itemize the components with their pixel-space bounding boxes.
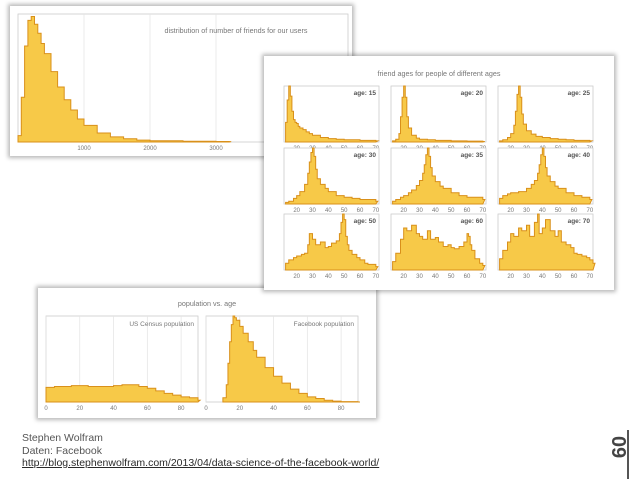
ages-2-area bbox=[499, 85, 594, 143]
ages-7-tick-1: 30 bbox=[416, 274, 423, 280]
ages-1-area bbox=[392, 85, 485, 143]
ages-3-tick-5: 70 bbox=[372, 208, 379, 214]
ages-8-tick-3: 50 bbox=[555, 274, 562, 280]
population-1-tick-0: 0 bbox=[204, 406, 208, 412]
ages-5-tick-3: 50 bbox=[555, 208, 562, 214]
friends-tick-1: 2000 bbox=[143, 146, 157, 152]
ages-5-tick-4: 60 bbox=[571, 208, 578, 214]
population-0-area bbox=[45, 384, 202, 403]
ages-4-tick-5: 70 bbox=[479, 208, 486, 214]
ages-label-1: age: 20 bbox=[461, 90, 484, 97]
ages-6-tick-4: 60 bbox=[357, 274, 364, 280]
credit-link[interactable]: http://blog.stephenwolfram.com/2013/04/d… bbox=[22, 457, 380, 469]
ages-4-tick-0: 20 bbox=[400, 208, 407, 214]
credit-source: Daten: Facebook bbox=[22, 444, 102, 457]
credits: Stephen Wolfram Daten: Facebook http://b… bbox=[22, 432, 379, 470]
population-1-tick-2: 40 bbox=[270, 406, 277, 412]
population-label-0: US Census population bbox=[129, 321, 194, 328]
page-number-bar bbox=[627, 430, 629, 479]
ages-6-area bbox=[285, 213, 379, 271]
population-1-tick-4: 80 bbox=[338, 406, 345, 412]
ages-title: friend ages for people of different ages bbox=[378, 69, 501, 78]
ages-0-area bbox=[285, 85, 380, 143]
ages-5-tick-5: 70 bbox=[586, 208, 593, 214]
ages-7-tick-2: 40 bbox=[432, 274, 439, 280]
population-label-1: Facebook population bbox=[294, 321, 355, 328]
population-0-tick-4: 80 bbox=[178, 406, 185, 412]
friends-area bbox=[17, 16, 232, 143]
ages-7-tick-5: 70 bbox=[479, 274, 486, 280]
ages-6-tick-0: 20 bbox=[293, 274, 300, 280]
ages-3-tick-4: 60 bbox=[357, 208, 364, 214]
ages-label-8: age: 70 bbox=[568, 218, 591, 225]
ages-3-tick-1: 30 bbox=[309, 208, 316, 214]
ages-3-tick-0: 20 bbox=[293, 208, 300, 214]
population-1-tick-3: 60 bbox=[304, 406, 311, 412]
population-0-tick-0: 0 bbox=[44, 406, 48, 412]
ages-8-tick-5: 70 bbox=[586, 274, 593, 280]
ages-7-area bbox=[392, 224, 486, 271]
population-1-area bbox=[222, 315, 360, 403]
friend-ages-chart: friend ages for people of different ages… bbox=[283, 69, 596, 280]
ages-label-2: age: 25 bbox=[568, 90, 591, 97]
ages-4-tick-2: 40 bbox=[432, 208, 439, 214]
ages-5-tick-1: 30 bbox=[523, 208, 530, 214]
population-1-tick-1: 20 bbox=[236, 406, 243, 412]
ages-7-tick-0: 20 bbox=[400, 274, 407, 280]
friends-tick-2: 3000 bbox=[209, 146, 223, 152]
ages-6-tick-2: 40 bbox=[325, 274, 332, 280]
friends-title: distribution of number of friends for ou… bbox=[164, 26, 307, 35]
population-0-tick-2: 40 bbox=[110, 406, 117, 412]
ages-label-4: age: 35 bbox=[461, 152, 484, 159]
ages-label-7: age: 60 bbox=[461, 218, 484, 225]
ages-8-area bbox=[499, 213, 596, 271]
population-title: population vs. age bbox=[178, 299, 236, 308]
population-vs-age-panel: population vs. age 0 20 40 60 80 US Census pop… bbox=[38, 288, 376, 418]
page-number: 60 bbox=[609, 435, 631, 459]
ages-4-tick-4: 60 bbox=[464, 208, 471, 214]
ages-4-tick-3: 50 bbox=[448, 208, 455, 214]
ages-3-area bbox=[285, 147, 379, 205]
ages-3-tick-2: 40 bbox=[325, 208, 332, 214]
ages-7-tick-3: 50 bbox=[448, 274, 455, 280]
ages-8-tick-1: 30 bbox=[523, 274, 530, 280]
friend-ages-panel: friend ages for people of different ages… bbox=[264, 56, 614, 290]
ages-label-6: age: 50 bbox=[354, 218, 377, 225]
credit-author: Stephen Wolfram bbox=[22, 432, 103, 444]
ages-4-area bbox=[392, 147, 486, 205]
population-vs-age-chart: population vs. age 0 20 40 60 80 US Census pop… bbox=[44, 299, 360, 412]
population-0-tick-1: 20 bbox=[76, 406, 83, 412]
ages-7-tick-4: 60 bbox=[464, 274, 471, 280]
ages-4-tick-1: 30 bbox=[416, 208, 423, 214]
ages-label-0: age: 15 bbox=[354, 90, 377, 97]
ages-5-tick-0: 20 bbox=[507, 208, 514, 214]
ages-6-tick-5: 70 bbox=[372, 274, 379, 280]
ages-6-tick-3: 50 bbox=[341, 274, 348, 280]
ages-label-5: age: 40 bbox=[568, 152, 591, 159]
ages-5-area bbox=[499, 147, 593, 205]
ages-8-tick-0: 20 bbox=[507, 274, 514, 280]
ages-8-tick-4: 60 bbox=[571, 274, 578, 280]
ages-label-3: age: 30 bbox=[354, 152, 377, 159]
ages-5-tick-2: 40 bbox=[539, 208, 546, 214]
ages-3-tick-3: 50 bbox=[341, 208, 348, 214]
ages-8-tick-2: 40 bbox=[539, 274, 546, 280]
ages-6-tick-1: 30 bbox=[309, 274, 316, 280]
friends-tick-0: 1000 bbox=[77, 146, 91, 152]
population-0-tick-3: 60 bbox=[144, 406, 151, 412]
